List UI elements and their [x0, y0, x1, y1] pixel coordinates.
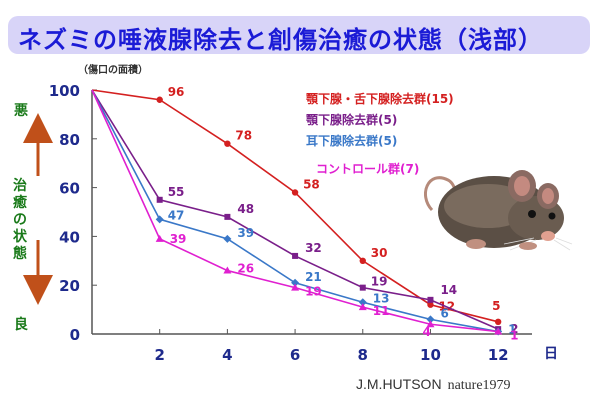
data-point [224, 140, 231, 147]
source-credit: J.M.HUTSON nature1979 [356, 374, 511, 394]
data-point [494, 327, 503, 335]
data-label: 48 [237, 202, 254, 216]
y-axis-note: （傷口の面積） [78, 65, 148, 76]
data-label: 11 [373, 304, 390, 318]
data-label: 2 [510, 322, 518, 336]
axis-label-healing-state: 治癒の状態 [13, 178, 27, 262]
x-axis-label: 日 [544, 346, 558, 362]
data-label: 1 [510, 329, 518, 343]
data-label: 19 [305, 285, 322, 299]
data-point [156, 96, 163, 103]
data-point [223, 266, 232, 274]
y-tick-label: 0 [70, 326, 80, 344]
data-label: 78 [235, 129, 252, 143]
data-point [358, 303, 367, 311]
data-label: 1 [508, 323, 516, 337]
data-point [291, 283, 300, 291]
data-point [291, 189, 299, 196]
data-point [494, 318, 502, 325]
x-tick-label: 6 [290, 346, 300, 364]
data-label: 32 [305, 241, 322, 255]
data-label: 55 [168, 185, 185, 199]
data-label: 26 [237, 262, 254, 276]
data-label: 58 [303, 177, 320, 191]
credit-journal: nature1979 [447, 378, 511, 393]
data-point [427, 296, 434, 303]
x-tick-label: 12 [488, 346, 509, 364]
data-label: 4 [422, 325, 430, 339]
data-point [291, 278, 300, 287]
data-label: 47 [168, 208, 185, 222]
y-tick-label: 100 [49, 82, 80, 100]
legend-item: 顎下腺・舌下腺除去群(15) [306, 92, 454, 106]
data-point [359, 257, 366, 264]
data-point [358, 298, 367, 307]
data-label: 39 [170, 232, 187, 246]
credit-author: J.M.HUTSON [356, 376, 442, 392]
axis-label-good: 良 [14, 317, 28, 333]
data-label: 39 [237, 226, 254, 240]
legend-item: コントロール群(7) [316, 162, 420, 176]
data-label: 21 [305, 270, 322, 284]
data-label: 6 [440, 306, 448, 320]
y-tick-label: 40 [59, 228, 80, 246]
legend-item: 顎下腺除去群(5) [306, 113, 398, 127]
data-point [223, 234, 232, 243]
y-tick-label: 80 [59, 131, 80, 149]
data-point [426, 315, 435, 324]
x-tick-label: 10 [420, 346, 441, 364]
data-point [426, 320, 435, 328]
x-tick-label: 4 [222, 346, 232, 364]
x-tick-label: 8 [358, 346, 368, 364]
data-point [155, 234, 164, 242]
data-label: 5 [492, 299, 500, 313]
y-tick-label: 20 [59, 277, 80, 295]
data-label: 14 [440, 283, 457, 297]
data-point [427, 301, 434, 308]
legend-item: 耳下腺除去群(5) [306, 134, 398, 148]
title-band [8, 16, 590, 54]
data-point [156, 196, 163, 203]
y-tick-label: 60 [59, 180, 80, 198]
mouse-illustration [424, 170, 573, 251]
data-label: 19 [371, 275, 388, 289]
data-point [292, 252, 299, 259]
chart-title: ネズミの唾液腺除去と創傷治癒の状態（浅部） [18, 26, 543, 54]
data-label: 13 [373, 291, 390, 305]
x-tick-label: 2 [154, 346, 164, 364]
data-point [224, 213, 231, 220]
data-label: 30 [371, 246, 388, 260]
data-label: 96 [168, 85, 185, 99]
data-point [155, 215, 164, 224]
data-point [359, 284, 366, 291]
